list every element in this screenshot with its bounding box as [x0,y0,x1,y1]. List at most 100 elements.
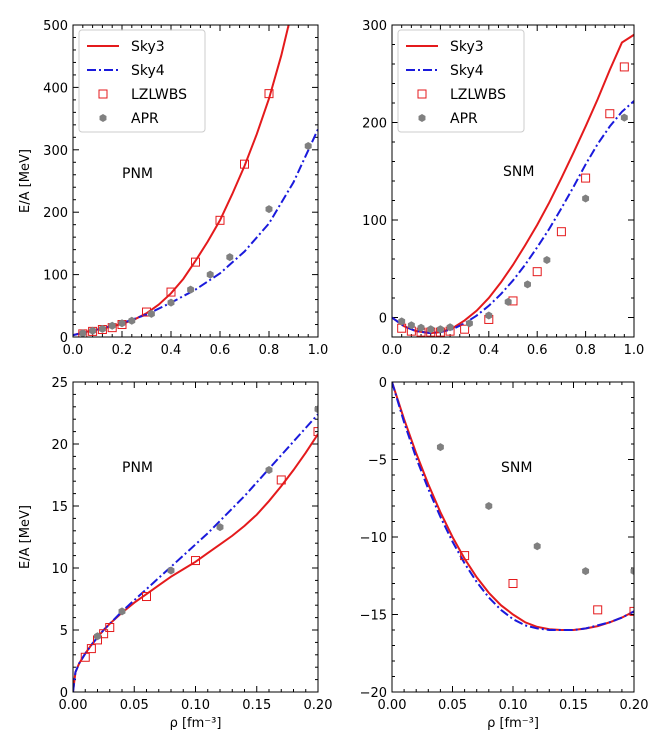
point-apr [265,466,273,475]
panel-top-left: 0.0 0.2 0.4 0.6 0.8 1.0 0 100 200 300 400 500 E/A [M… [18,19,328,358]
x-tick-label: 0.00 [378,698,407,713]
point-lzlwbs [605,109,615,119]
y-tick-label: 0 [379,376,387,391]
point-lzlwbs [166,287,176,297]
y-tick-label: 100 [43,269,68,284]
legend-label-lzlwbs: LZLWBS [131,87,187,103]
plot-area [392,382,634,631]
x-tick-label: 0.05 [438,698,467,713]
plot-area [73,25,318,337]
y-tick-label: 200 [362,117,387,132]
legend: Sky3 Sky4 LZLWBS APR [397,29,525,133]
series-line-sky4 [73,128,318,337]
legend-box [397,29,525,133]
panel-top-right: 0.0 0.2 0.4 0.6 0.8 1.0 0 100 200 300 SNM Sky3 Sky4 L… [362,19,644,358]
point-apr [226,253,234,262]
x-tick-label: 0.6 [210,343,231,358]
point-apr [314,405,318,414]
point-apr [147,309,155,318]
series-line-sky4 [392,100,634,335]
x-tick-label: 0.6 [527,343,548,358]
y-tick-label: 10 [51,562,68,577]
point-lzlwbs [313,427,318,437]
y-tick-label: 200 [43,206,68,221]
x-tick-label: 1.0 [308,343,329,358]
point-apr [417,323,425,332]
series-line-sky3 [392,33,634,335]
point-lzlwbs [460,324,470,334]
point-lzlwbs [629,606,634,616]
point-apr [118,319,126,328]
legend-label-sky3: Sky3 [450,39,484,55]
series-line-sky3 [392,382,634,631]
point-apr [79,329,87,337]
point-apr [118,607,126,616]
y-tick-label: 100 [362,214,387,229]
x-tick-label: 0.00 [59,698,88,713]
point-apr [630,567,634,576]
y-tick-label: 500 [43,19,68,34]
point-apr [265,205,273,214]
point-apr [533,542,541,551]
point-apr [216,523,224,532]
point-apr [543,255,551,264]
y-tick-label: 25 [51,376,68,391]
point-lzlwbs [80,652,90,662]
y-axis-label: E/A [MeV] [18,149,33,213]
x-tick-label: 0.2 [112,343,133,358]
legend-swatch-lzlwbs [98,89,108,99]
y-tick-label: −5 [368,454,387,469]
y-tick-label: 5 [60,624,68,639]
point-apr [108,321,116,330]
legend-box [78,29,206,133]
point-lzlwbs [581,173,591,183]
x-tick-label: 0.10 [181,698,210,713]
panel-annotation: PNM [122,166,153,182]
panel-bottom-left: 0.00 0.05 0.10 0.15 0.20 0 5 10 15 20 25 E/A [MeV] ρ… [18,376,332,731]
x-tick-label: 0.0 [63,343,84,358]
x-tick-label: 0.8 [575,343,596,358]
point-lzlwbs [532,267,542,277]
point-apr [485,311,493,320]
point-lzlwbs [460,551,470,561]
x-tick-label: 0.05 [120,698,149,713]
x-tick-label: 0.20 [304,698,333,713]
point-lzlwbs [240,159,249,169]
y-tick-label: −20 [360,686,387,701]
y-tick-label: −10 [360,531,387,546]
y-tick-label: 15 [51,500,68,515]
point-lzlwbs [276,475,286,485]
point-lzlwbs [619,62,629,72]
point-apr [187,285,195,294]
legend-label-apr: APR [450,111,478,127]
point-apr [167,566,175,575]
ticks [391,381,635,693]
x-tick-label: 0.4 [478,343,499,358]
y-tick-label: 0 [379,312,387,327]
point-apr [304,142,312,151]
plot-area [73,405,318,692]
point-apr [620,113,628,122]
point-apr [427,325,435,334]
series-line-sky3 [73,433,318,692]
x-tick-label: 0.2 [430,343,451,358]
x-tick-label: 0.8 [259,343,280,358]
legend-swatch-apr [99,114,107,122]
point-apr [89,326,97,335]
plot-area [392,33,634,337]
point-lzlwbs [508,579,518,588]
point-lzlwbs [105,623,115,633]
point-lzlwbs [191,556,200,566]
point-apr [465,319,473,328]
y-tick-label: 300 [43,144,68,159]
ticks [72,381,319,693]
legend-label-apr: APR [131,111,159,127]
panel-annotation: SNM [501,460,532,476]
y-tick-label: 0 [60,686,68,701]
x-tick-label: 0.0 [382,343,403,358]
point-apr [504,297,512,306]
y-tick-label: 20 [51,438,68,453]
x-tick-label: 0.15 [559,698,588,713]
point-lzlwbs [556,227,566,237]
point-lzlwbs [191,257,200,267]
